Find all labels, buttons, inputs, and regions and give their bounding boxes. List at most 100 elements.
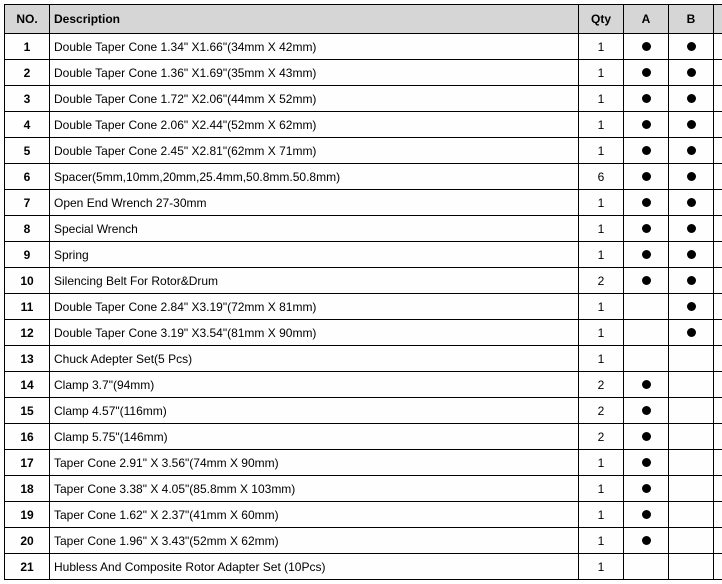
table-row: 10Silencing Belt For Rotor&Drum2 [5, 268, 722, 294]
cell-b [669, 138, 714, 164]
table-row: 3Double Taper Cone 1.72" X2.06"(44mm X 5… [5, 86, 722, 112]
table-row: 4Double Taper Cone 2.06" X2.44"(52mm X 6… [5, 112, 722, 138]
dot-icon [642, 380, 651, 389]
cell-c [714, 112, 722, 138]
cell-qty: 1 [579, 60, 624, 86]
cell-b [669, 346, 714, 372]
cell-no: 18 [5, 476, 50, 502]
cell-qty: 1 [579, 450, 624, 476]
cell-qty: 1 [579, 346, 624, 372]
cell-qty: 1 [579, 138, 624, 164]
cell-no: 21 [5, 554, 50, 580]
cell-c [714, 424, 722, 450]
cell-c [714, 476, 722, 502]
cell-desc: Clamp 4.57"(116mm) [50, 398, 579, 424]
dot-icon [642, 458, 651, 467]
cell-a [624, 320, 669, 346]
dot-icon [642, 120, 651, 129]
cell-b [669, 164, 714, 190]
dot-icon [642, 510, 651, 519]
header-a: A [624, 5, 669, 34]
cell-b [669, 372, 714, 398]
cell-c [714, 554, 722, 580]
cell-b [669, 502, 714, 528]
cell-desc: Double Taper Cone 1.72" X2.06"(44mm X 52… [50, 86, 579, 112]
cell-no: 20 [5, 528, 50, 554]
cell-a [624, 268, 669, 294]
cell-b [669, 450, 714, 476]
cell-qty: 1 [579, 242, 624, 268]
cell-a [624, 554, 669, 580]
cell-desc: Double Taper Cone 1.34" X1.66"(34mm X 42… [50, 34, 579, 60]
cell-qty: 1 [579, 112, 624, 138]
cell-c [714, 268, 722, 294]
cell-c [714, 372, 722, 398]
cell-a [624, 424, 669, 450]
cell-qty: 1 [579, 554, 624, 580]
cell-a [624, 60, 669, 86]
cell-desc: Spring [50, 242, 579, 268]
cell-desc: Clamp 3.7"(94mm) [50, 372, 579, 398]
cell-a [624, 86, 669, 112]
dot-icon [642, 484, 651, 493]
table-row: 20Taper Cone 1.96" X 3.43"(52mm X 62mm)1 [5, 528, 722, 554]
cell-a [624, 294, 669, 320]
cell-b [669, 242, 714, 268]
cell-qty: 1 [579, 320, 624, 346]
cell-a [624, 346, 669, 372]
cell-desc: Open End Wrench 27-30mm [50, 190, 579, 216]
cell-no: 15 [5, 398, 50, 424]
dot-icon [642, 94, 651, 103]
cell-desc: Taper Cone 1.62" X 2.37"(41mm X 60mm) [50, 502, 579, 528]
parts-table: NO. Description Qty A B C 1Double Taper … [4, 4, 722, 580]
cell-a [624, 34, 669, 60]
cell-desc: Silencing Belt For Rotor&Drum [50, 268, 579, 294]
cell-no: 16 [5, 424, 50, 450]
dot-icon [687, 68, 696, 77]
dot-icon [642, 224, 651, 233]
cell-c [714, 216, 722, 242]
dot-icon [687, 42, 696, 51]
cell-a [624, 528, 669, 554]
cell-no: 8 [5, 216, 50, 242]
cell-a [624, 112, 669, 138]
cell-no: 3 [5, 86, 50, 112]
cell-b [669, 320, 714, 346]
header-desc: Description [50, 5, 579, 34]
header-b: B [669, 5, 714, 34]
dot-icon [642, 536, 651, 545]
cell-qty: 1 [579, 294, 624, 320]
table-body: 1Double Taper Cone 1.34" X1.66"(34mm X 4… [5, 34, 722, 580]
header-no: NO. [5, 5, 50, 34]
dot-icon [687, 198, 696, 207]
cell-c [714, 164, 722, 190]
cell-no: 13 [5, 346, 50, 372]
cell-no: 10 [5, 268, 50, 294]
cell-c [714, 528, 722, 554]
table-row: 1Double Taper Cone 1.34" X1.66"(34mm X 4… [5, 34, 722, 60]
dot-icon [642, 432, 651, 441]
cell-qty: 1 [579, 528, 624, 554]
cell-b [669, 268, 714, 294]
dot-icon [687, 250, 696, 259]
cell-qty: 2 [579, 372, 624, 398]
table-row: 7Open End Wrench 27-30mm1 [5, 190, 722, 216]
cell-c [714, 86, 722, 112]
cell-c [714, 138, 722, 164]
cell-qty: 1 [579, 216, 624, 242]
cell-desc: Special Wrench [50, 216, 579, 242]
cell-qty: 2 [579, 424, 624, 450]
cell-desc: Double Taper Cone 2.06" X2.44"(52mm X 62… [50, 112, 579, 138]
cell-a [624, 242, 669, 268]
cell-desc: Double Taper Cone 3.19" X3.54"(81mm X 90… [50, 320, 579, 346]
dot-icon [687, 224, 696, 233]
header-qty: Qty [579, 5, 624, 34]
cell-c [714, 294, 722, 320]
cell-no: 5 [5, 138, 50, 164]
cell-b [669, 216, 714, 242]
cell-no: 14 [5, 372, 50, 398]
cell-c [714, 60, 722, 86]
cell-qty: 1 [579, 190, 624, 216]
cell-qty: 1 [579, 502, 624, 528]
dot-icon [642, 68, 651, 77]
